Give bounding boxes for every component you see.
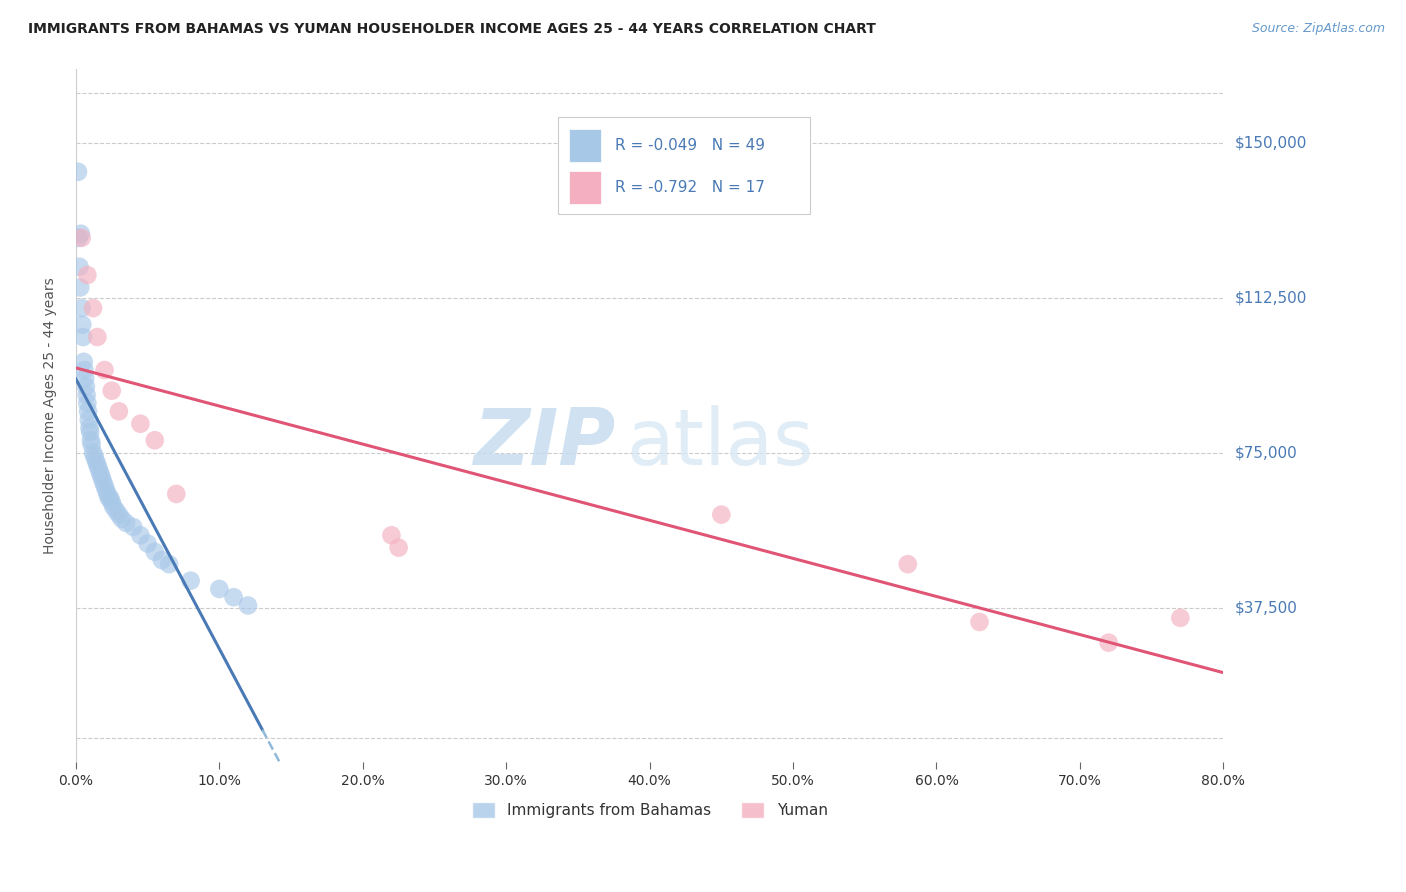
Y-axis label: Householder Income Ages 25 - 44 years: Householder Income Ages 25 - 44 years	[44, 277, 58, 554]
Point	[84, 454, 107, 468]
Point	[82, 445, 104, 459]
Point	[94, 483, 117, 497]
Point	[86, 458, 108, 472]
Point	[82, 301, 104, 315]
Point	[96, 487, 118, 501]
Point	[69, 260, 91, 274]
Text: $150,000: $150,000	[1234, 136, 1308, 151]
Text: R = -0.049   N = 49: R = -0.049 N = 49	[616, 138, 765, 153]
Point	[69, 280, 91, 294]
Point	[222, 591, 245, 605]
Text: $112,500: $112,500	[1234, 290, 1308, 305]
Point	[100, 495, 122, 509]
Point	[1170, 611, 1192, 625]
Point	[380, 528, 402, 542]
Text: $75,000: $75,000	[1234, 445, 1298, 460]
Point	[89, 467, 111, 481]
Point	[208, 582, 231, 596]
Bar	[569, 170, 602, 204]
Point	[66, 165, 89, 179]
Point	[136, 536, 159, 550]
Text: Source: ZipAtlas.com: Source: ZipAtlas.com	[1251, 22, 1385, 36]
Point	[180, 574, 202, 588]
Point	[236, 599, 259, 613]
Bar	[569, 128, 602, 162]
Point	[115, 516, 138, 530]
Point	[73, 355, 96, 369]
Point	[100, 384, 122, 398]
Point	[1097, 635, 1119, 649]
Point	[91, 475, 114, 489]
Point	[710, 508, 733, 522]
Point	[79, 425, 101, 439]
Point	[105, 503, 128, 517]
Text: R = -0.792   N = 17: R = -0.792 N = 17	[616, 179, 765, 194]
Point	[93, 479, 115, 493]
Legend: Immigrants from Bahamas, Yuman: Immigrants from Bahamas, Yuman	[465, 796, 834, 824]
Point	[93, 363, 115, 377]
Point	[80, 434, 103, 448]
Point	[98, 491, 121, 505]
Point	[90, 470, 112, 484]
Point	[143, 434, 166, 448]
Point	[75, 371, 97, 385]
Point	[79, 421, 101, 435]
Point	[157, 557, 180, 571]
Point	[73, 363, 96, 377]
Text: IMMIGRANTS FROM BAHAMAS VS YUMAN HOUSEHOLDER INCOME AGES 25 - 44 YEARS CORRELATI: IMMIGRANTS FROM BAHAMAS VS YUMAN HOUSEHO…	[28, 22, 876, 37]
Point	[77, 412, 100, 426]
Point	[108, 508, 131, 522]
Point	[122, 520, 145, 534]
Point	[150, 553, 173, 567]
Point	[76, 388, 98, 402]
Point	[67, 231, 90, 245]
Point	[97, 491, 120, 505]
Point	[72, 330, 94, 344]
Point	[87, 462, 110, 476]
Point	[70, 227, 93, 241]
Point	[80, 437, 103, 451]
Text: atlas: atlas	[627, 405, 814, 482]
Point	[86, 330, 108, 344]
Point	[969, 615, 991, 629]
Point	[129, 417, 152, 431]
Point	[72, 318, 94, 332]
Point	[77, 404, 100, 418]
Point	[70, 301, 93, 315]
Point	[108, 404, 131, 418]
Point	[101, 500, 124, 514]
Point	[143, 545, 166, 559]
Point	[388, 541, 411, 555]
Text: ZIP: ZIP	[472, 405, 616, 482]
Point	[111, 512, 134, 526]
Point	[75, 379, 97, 393]
Point	[129, 528, 152, 542]
Point	[83, 450, 105, 464]
Point	[76, 268, 98, 282]
Text: $37,500: $37,500	[1234, 600, 1298, 615]
Point	[897, 557, 920, 571]
Point	[70, 231, 93, 245]
Point	[76, 396, 98, 410]
Point	[165, 487, 187, 501]
FancyBboxPatch shape	[558, 117, 810, 214]
